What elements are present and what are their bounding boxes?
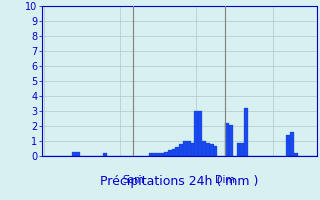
- Bar: [210, 144, 214, 156]
- Bar: [244, 108, 248, 156]
- Bar: [286, 135, 290, 156]
- Bar: [202, 141, 206, 156]
- Bar: [214, 146, 217, 156]
- Bar: [294, 153, 298, 156]
- Bar: [240, 142, 244, 156]
- Bar: [179, 144, 183, 156]
- X-axis label: Précipitations 24h ( mm ): Précipitations 24h ( mm ): [100, 175, 258, 188]
- Bar: [191, 142, 195, 156]
- Text: Dim: Dim: [215, 175, 235, 185]
- Bar: [195, 111, 198, 156]
- Bar: [148, 153, 152, 156]
- Bar: [229, 124, 233, 156]
- Bar: [76, 152, 80, 156]
- Bar: [198, 111, 202, 156]
- Bar: [206, 142, 210, 156]
- Bar: [160, 153, 164, 156]
- Bar: [183, 141, 187, 156]
- Text: Sam: Sam: [123, 175, 144, 185]
- Bar: [103, 153, 107, 156]
- Bar: [72, 152, 76, 156]
- Bar: [290, 132, 294, 156]
- Bar: [187, 141, 191, 156]
- Bar: [152, 153, 156, 156]
- Bar: [225, 123, 229, 156]
- Bar: [168, 150, 172, 156]
- Bar: [156, 153, 160, 156]
- Bar: [164, 152, 168, 156]
- Bar: [236, 142, 240, 156]
- Bar: [172, 148, 175, 156]
- Bar: [175, 147, 179, 156]
